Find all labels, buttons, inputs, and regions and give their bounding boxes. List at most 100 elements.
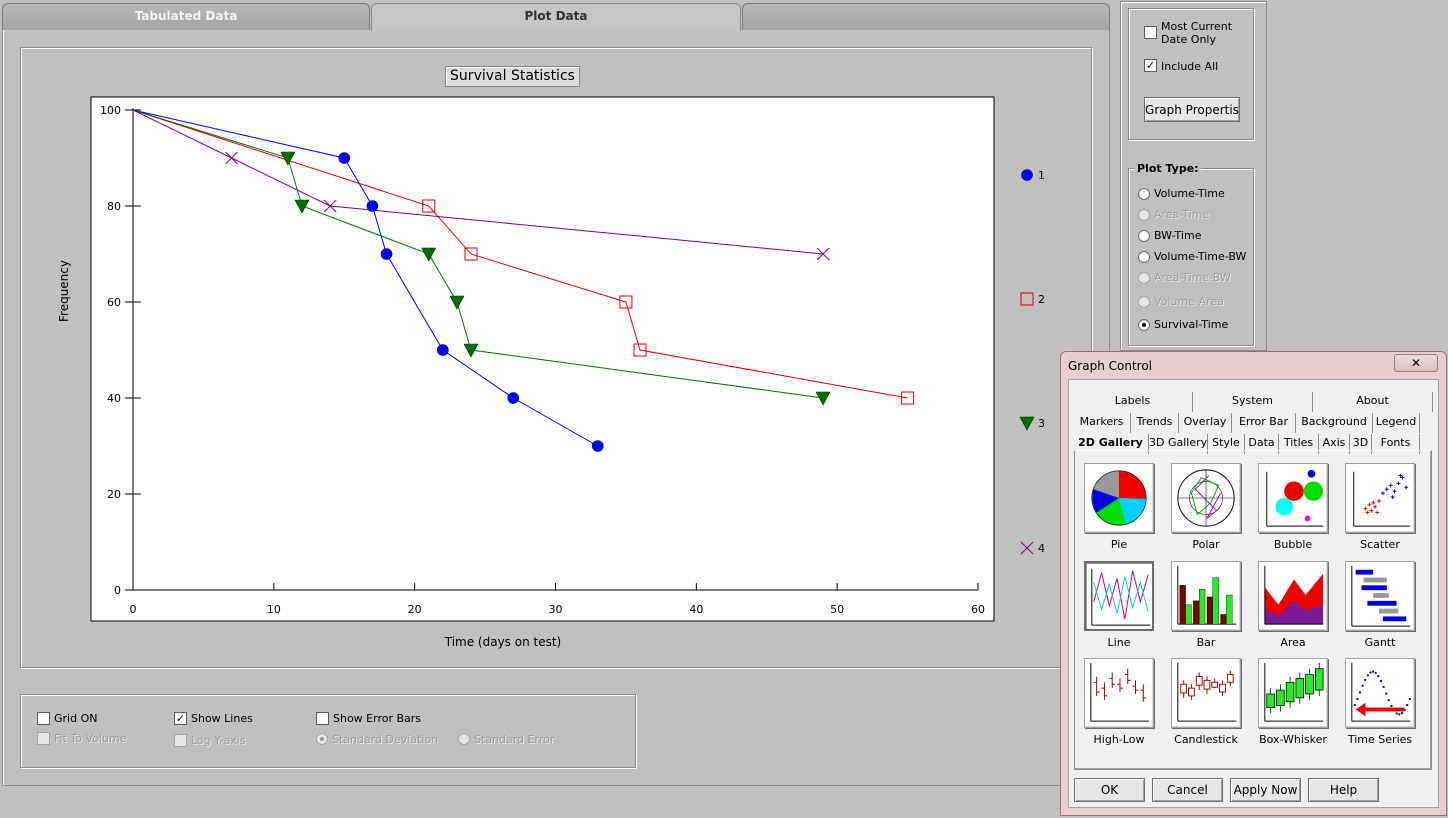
graph-properties-button[interactable]: Graph Propertis — [1144, 97, 1240, 122]
tab-3d-gallery[interactable]: 3D Gallery — [1149, 434, 1208, 454]
x-tick-label: 60 — [971, 603, 985, 616]
gallery-item-high-low[interactable]: High-Low — [1084, 658, 1154, 746]
tab-3d[interactable]: 3D — [1350, 434, 1372, 454]
gallery-item-label: Bar — [1196, 636, 1216, 649]
show-error-bars-label: Show Error Bars — [333, 712, 422, 725]
standard-deviation-label: Standard Deviation — [332, 733, 439, 746]
gallery-item-gantt[interactable]: Gantt — [1345, 561, 1415, 649]
tab-data[interactable]: Data — [1245, 434, 1279, 454]
ok-button[interactable]: OK — [1074, 778, 1145, 802]
legend-label-1: 1 — [1038, 169, 1045, 182]
dialog-body: Labels System About Markers Trends Overlay Err… — [1068, 379, 1439, 808]
plot-type-radio[interactable] — [1138, 209, 1150, 221]
tab-tabulated-data[interactable]: Tabulated Data — [2, 3, 370, 30]
apply-now-button[interactable]: Apply Now — [1230, 778, 1301, 802]
gallery-item-bubble[interactable]: Bubble — [1258, 463, 1328, 551]
series-2-line — [132, 109, 908, 399]
standard-error-radio[interactable] — [458, 733, 470, 745]
legend-marker-4 — [1020, 541, 1034, 555]
plot-type-label: Area-Time-BW — [1154, 271, 1231, 284]
tab-style[interactable]: Style — [1208, 434, 1245, 454]
tab-labels[interactable]: Labels — [1073, 392, 1193, 412]
plot-type-radio[interactable] — [1138, 188, 1150, 200]
tab-system[interactable]: System — [1193, 392, 1313, 412]
tab-plot-data[interactable]: Plot Data — [371, 3, 741, 31]
plot-type-radio[interactable] — [1138, 230, 1150, 242]
graph-control-dialog: Graph Control ✕ Labels System About Markers… — [1060, 351, 1447, 816]
most-current-date-checkbox[interactable] — [1144, 26, 1157, 39]
gallery-item-label: Area — [1280, 636, 1306, 649]
show-lines-checkbox[interactable]: ✓ — [174, 712, 187, 725]
series-1-point — [338, 152, 351, 164]
plot-type-radio[interactable] — [1138, 251, 1150, 263]
y-tick-label: 60 — [107, 296, 121, 309]
tab-about[interactable]: About — [1313, 392, 1433, 412]
chart-title-text: Survival Statistics — [450, 68, 575, 84]
tab-label: Tabulated Data — [134, 9, 238, 23]
gallery-item-label: Pie — [1110, 538, 1128, 551]
gallery-item-bar[interactable]: Bar — [1171, 561, 1241, 649]
show-error-bars-checkbox[interactable] — [316, 712, 329, 725]
box-whisker-chart-icon — [1258, 658, 1328, 728]
tab-axis[interactable]: Axis — [1319, 434, 1350, 454]
close-icon: ✕ — [1410, 356, 1422, 370]
help-button[interactable]: Help — [1308, 778, 1379, 802]
tab-legend[interactable]: Legend — [1373, 413, 1420, 433]
tab-error-bar[interactable]: Error Bar — [1232, 413, 1296, 433]
gallery-item-scatter[interactable]: Scatter — [1345, 463, 1415, 551]
tab-trends[interactable]: Trends — [1131, 413, 1179, 433]
gallery-item-pie[interactable]: Pie — [1084, 463, 1154, 551]
date-only-label: Date Only — [1161, 33, 1216, 46]
tab-overlay[interactable]: Overlay — [1179, 413, 1232, 433]
cancel-button[interactable]: Cancel — [1152, 778, 1223, 802]
gallery-item-time-series[interactable]: Time Series — [1345, 658, 1415, 746]
tab-titles[interactable]: Titles — [1279, 434, 1319, 454]
gallery-item-label: High-Low — [1093, 733, 1145, 746]
options-group — [20, 694, 636, 768]
plot-type-label: Survival-Time — [1154, 318, 1229, 331]
gallery-item-polar[interactable]: Polar — [1171, 463, 1241, 551]
series-3-point — [294, 199, 310, 214]
series-3-point — [463, 343, 479, 358]
plot-type-radio[interactable] — [1138, 272, 1150, 284]
series-2-point — [619, 295, 633, 309]
gallery-item-label: Line — [1107, 636, 1131, 649]
close-button[interactable]: ✕ — [1394, 354, 1438, 372]
tab-markers[interactable]: Markers — [1073, 413, 1131, 433]
series-3-point — [449, 295, 465, 310]
plot-type-label: BW-Time — [1154, 229, 1202, 242]
tab-2d-gallery[interactable]: 2D Gallery — [1073, 434, 1149, 454]
scatter-chart-icon — [1345, 463, 1415, 533]
log-y-axis-checkbox[interactable] — [174, 734, 187, 747]
plot-type-radio[interactable] — [1138, 319, 1150, 331]
include-all-checkbox[interactable]: ✓ — [1144, 59, 1157, 72]
gallery-item-label: Bubble — [1273, 538, 1313, 551]
series-1-point — [380, 248, 393, 260]
polar-chart-icon — [1171, 463, 1241, 533]
pie-chart-icon — [1084, 463, 1154, 533]
gallery-item-candlestick[interactable]: Candlestick — [1171, 658, 1241, 746]
gallery-item-area[interactable]: Area — [1258, 561, 1328, 649]
grid-on-checkbox[interactable] — [37, 712, 50, 725]
plot-type-radio[interactable] — [1138, 296, 1150, 308]
y-tick-label: 80 — [107, 200, 121, 213]
legend-marker-3 — [1019, 416, 1035, 431]
plot-type-title: Plot Type: — [1135, 162, 1201, 175]
tab-background[interactable]: Background — [1296, 413, 1373, 433]
series-4-point — [225, 151, 238, 165]
legend-label-3: 3 — [1038, 417, 1045, 430]
plot-type-label: Volume-Time-BW — [1154, 250, 1247, 263]
candlestick-chart-icon — [1171, 658, 1241, 728]
gallery-item-line[interactable]: Line — [1084, 561, 1154, 649]
standard-deviation-radio[interactable] — [316, 733, 328, 745]
gallery-item-box-whisker[interactable]: Box-Whisker — [1258, 658, 1328, 746]
fit-to-volume-checkbox[interactable] — [37, 732, 50, 745]
y-tick-label: 0 — [114, 584, 121, 597]
log-y-axis-label: Log Y-axis — [191, 734, 246, 747]
tab-blank[interactable] — [742, 3, 1110, 30]
time-series-chart-icon — [1345, 658, 1415, 728]
gallery-item-label: Scatter — [1360, 538, 1400, 551]
tab-fonts[interactable]: Fonts — [1372, 434, 1420, 454]
y-tick-label: 100 — [100, 104, 121, 117]
legend-marker-2 — [1020, 292, 1034, 306]
